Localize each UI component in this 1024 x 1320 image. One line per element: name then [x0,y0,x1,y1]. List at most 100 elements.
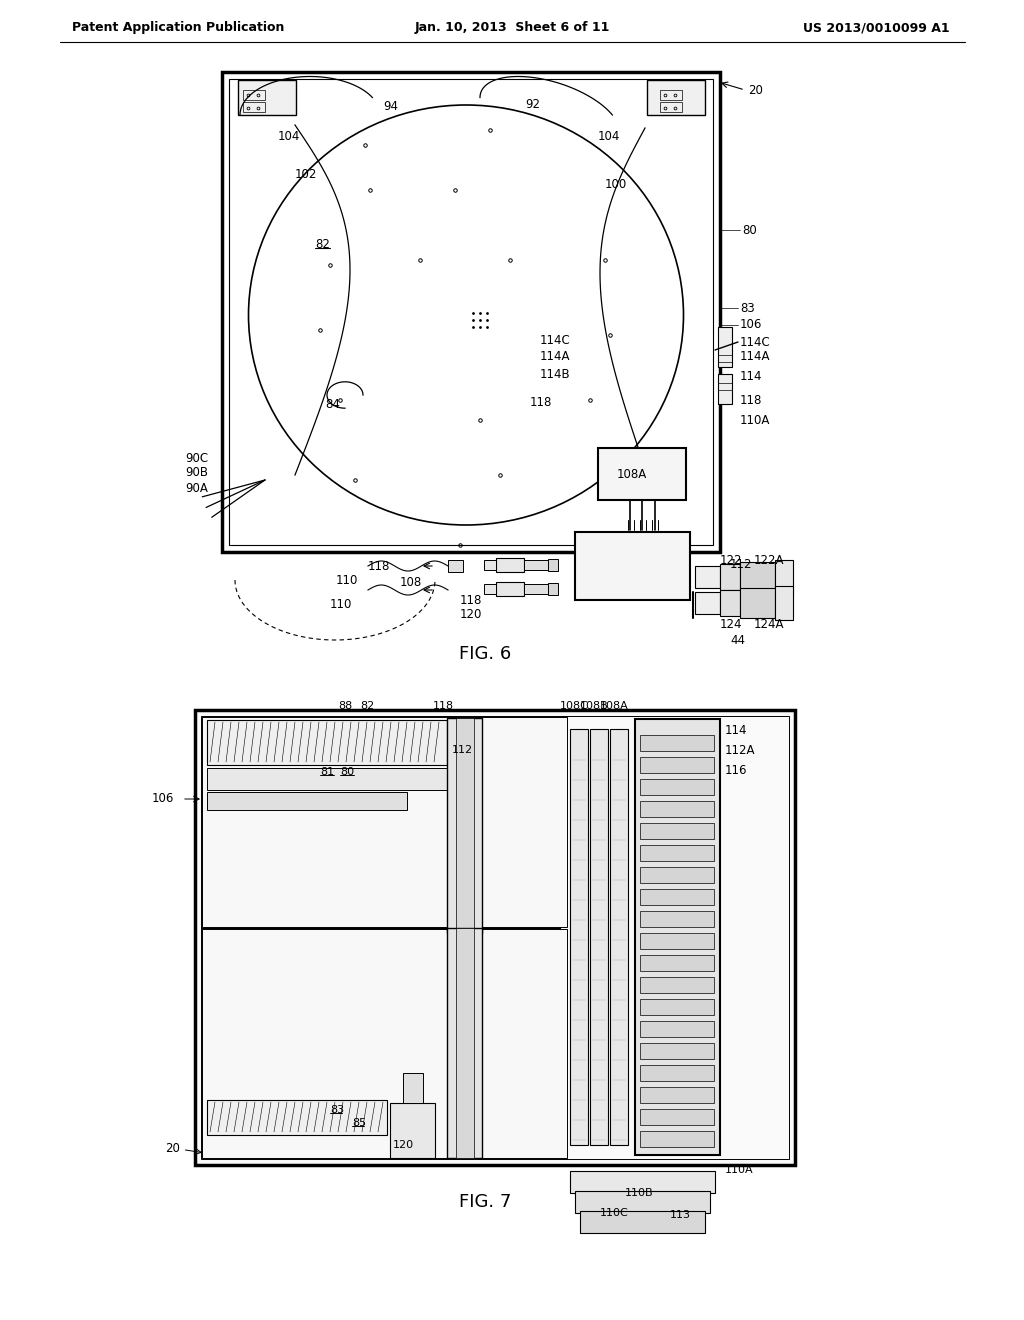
Text: 83: 83 [740,301,755,314]
Bar [575,532,690,601]
Bar [484,560,496,570]
Text: 108A: 108A [600,701,629,711]
Bar [207,1100,387,1135]
Text: Patent Application Publication: Patent Application Publication [72,21,285,34]
Text: 20: 20 [165,1142,201,1155]
Bar [660,90,682,100]
Text: Jan. 10, 2013  Sheet 6 of 11: Jan. 10, 2013 Sheet 6 of 11 [415,21,609,34]
Text: 94: 94 [383,100,398,114]
Text: FIG. 6: FIG. 6 [459,645,511,663]
Bar [740,587,775,618]
Text: 82: 82 [315,239,330,252]
Bar [640,1109,714,1125]
Bar [456,718,474,933]
Bar [548,583,558,595]
Bar [207,792,407,810]
Text: 118: 118 [368,560,390,573]
Bar [640,867,714,883]
Bar [449,560,463,572]
Bar [580,1210,705,1233]
Bar [640,756,714,774]
Text: 110A: 110A [740,413,770,426]
Text: 118: 118 [460,594,482,606]
Text: 118: 118 [740,393,763,407]
Bar [447,718,482,933]
Text: 44: 44 [730,634,745,647]
Text: 114A: 114A [740,351,770,363]
Bar [640,845,714,861]
Bar [496,558,524,572]
Bar [390,1104,435,1158]
Text: 82: 82 [360,701,374,711]
Text: US 2013/0010099 A1: US 2013/0010099 A1 [804,21,950,34]
Text: 108A: 108A [617,469,647,482]
Bar [447,928,482,1158]
Text: 108C: 108C [560,701,589,711]
Text: 90C: 90C [185,451,208,465]
Text: 124A: 124A [754,619,784,631]
Text: 114C: 114C [740,335,771,348]
Bar [718,327,732,367]
Text: 104: 104 [278,131,300,144]
Text: 110A: 110A [725,1166,754,1175]
Text: 104: 104 [598,131,621,144]
Text: 83: 83 [330,1105,344,1115]
Bar [640,888,714,906]
Bar [775,586,793,620]
Bar [195,710,795,1166]
Text: 110B: 110B [625,1188,653,1199]
Bar [718,355,732,362]
Text: 80: 80 [742,223,757,236]
Text: 100: 100 [605,178,628,191]
Bar [640,999,714,1015]
Text: FIG. 7: FIG. 7 [459,1193,511,1210]
Text: 90A: 90A [185,482,208,495]
Bar [207,768,447,789]
Text: 114B: 114B [540,368,570,381]
Bar [640,735,714,751]
Text: 118: 118 [433,701,454,711]
Bar [640,822,714,840]
Bar [201,715,790,1159]
Text: 112: 112 [452,744,473,755]
Bar [640,1043,714,1059]
Text: 110: 110 [336,573,358,586]
Text: 118: 118 [530,396,552,409]
Text: 84: 84 [325,399,340,412]
Bar [548,558,558,572]
Text: 108B: 108B [580,701,608,711]
Bar [403,1073,423,1104]
Bar [640,933,714,949]
Bar [570,729,588,1144]
Text: 106: 106 [152,792,174,805]
Bar [590,729,608,1144]
Text: 114A: 114A [540,351,570,363]
Text: 120: 120 [460,607,482,620]
Bar [640,1086,714,1104]
Bar [635,719,720,1155]
Text: 108: 108 [400,576,422,589]
Bar [243,90,265,100]
Bar [718,383,732,389]
Text: 116: 116 [725,763,748,776]
Bar [570,1171,715,1193]
Bar [524,560,548,570]
Bar [222,73,720,552]
Bar [695,591,720,614]
Bar [640,1020,714,1038]
Text: 88: 88 [338,701,352,711]
Bar [598,447,686,500]
Bar [695,566,720,587]
Bar [610,729,628,1144]
Bar [640,954,714,972]
Text: 114C: 114C [540,334,570,346]
Text: 85: 85 [352,1118,367,1129]
Bar [238,81,296,115]
Bar [640,801,714,817]
Text: 106: 106 [740,318,763,331]
Bar [740,562,775,591]
Bar [720,564,740,590]
Text: 92: 92 [525,99,540,111]
Bar [640,1065,714,1081]
Bar [524,583,548,594]
